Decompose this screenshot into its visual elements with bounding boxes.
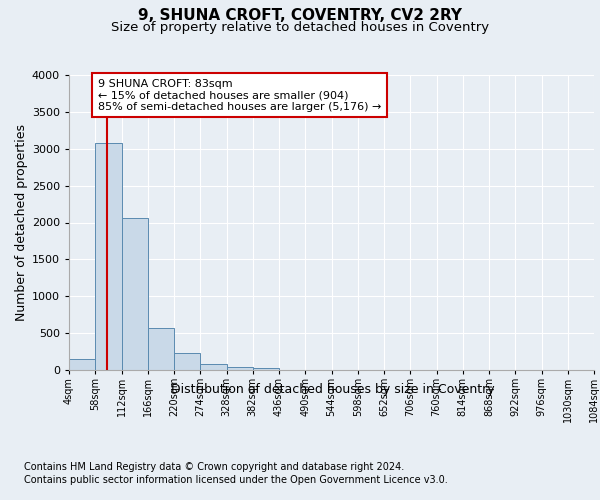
Bar <box>174 353 200 370</box>
Text: Contains HM Land Registry data © Crown copyright and database right 2024.: Contains HM Land Registry data © Crown c… <box>24 462 404 472</box>
Text: Distribution of detached houses by size in Coventry: Distribution of detached houses by size … <box>171 382 495 396</box>
Text: Size of property relative to detached houses in Coventry: Size of property relative to detached ho… <box>111 21 489 34</box>
Bar <box>148 328 174 370</box>
Bar <box>95 143 121 370</box>
Text: Contains public sector information licensed under the Open Government Licence v3: Contains public sector information licen… <box>24 475 448 485</box>
Bar <box>253 368 279 370</box>
Y-axis label: Number of detached properties: Number of detached properties <box>14 124 28 321</box>
Text: 9 SHUNA CROFT: 83sqm
← 15% of detached houses are smaller (904)
85% of semi-deta: 9 SHUNA CROFT: 83sqm ← 15% of detached h… <box>98 78 381 112</box>
Bar <box>227 367 253 370</box>
Bar <box>121 218 148 370</box>
Bar <box>69 359 95 370</box>
Text: 9, SHUNA CROFT, COVENTRY, CV2 2RY: 9, SHUNA CROFT, COVENTRY, CV2 2RY <box>138 8 462 22</box>
Bar <box>200 364 227 370</box>
